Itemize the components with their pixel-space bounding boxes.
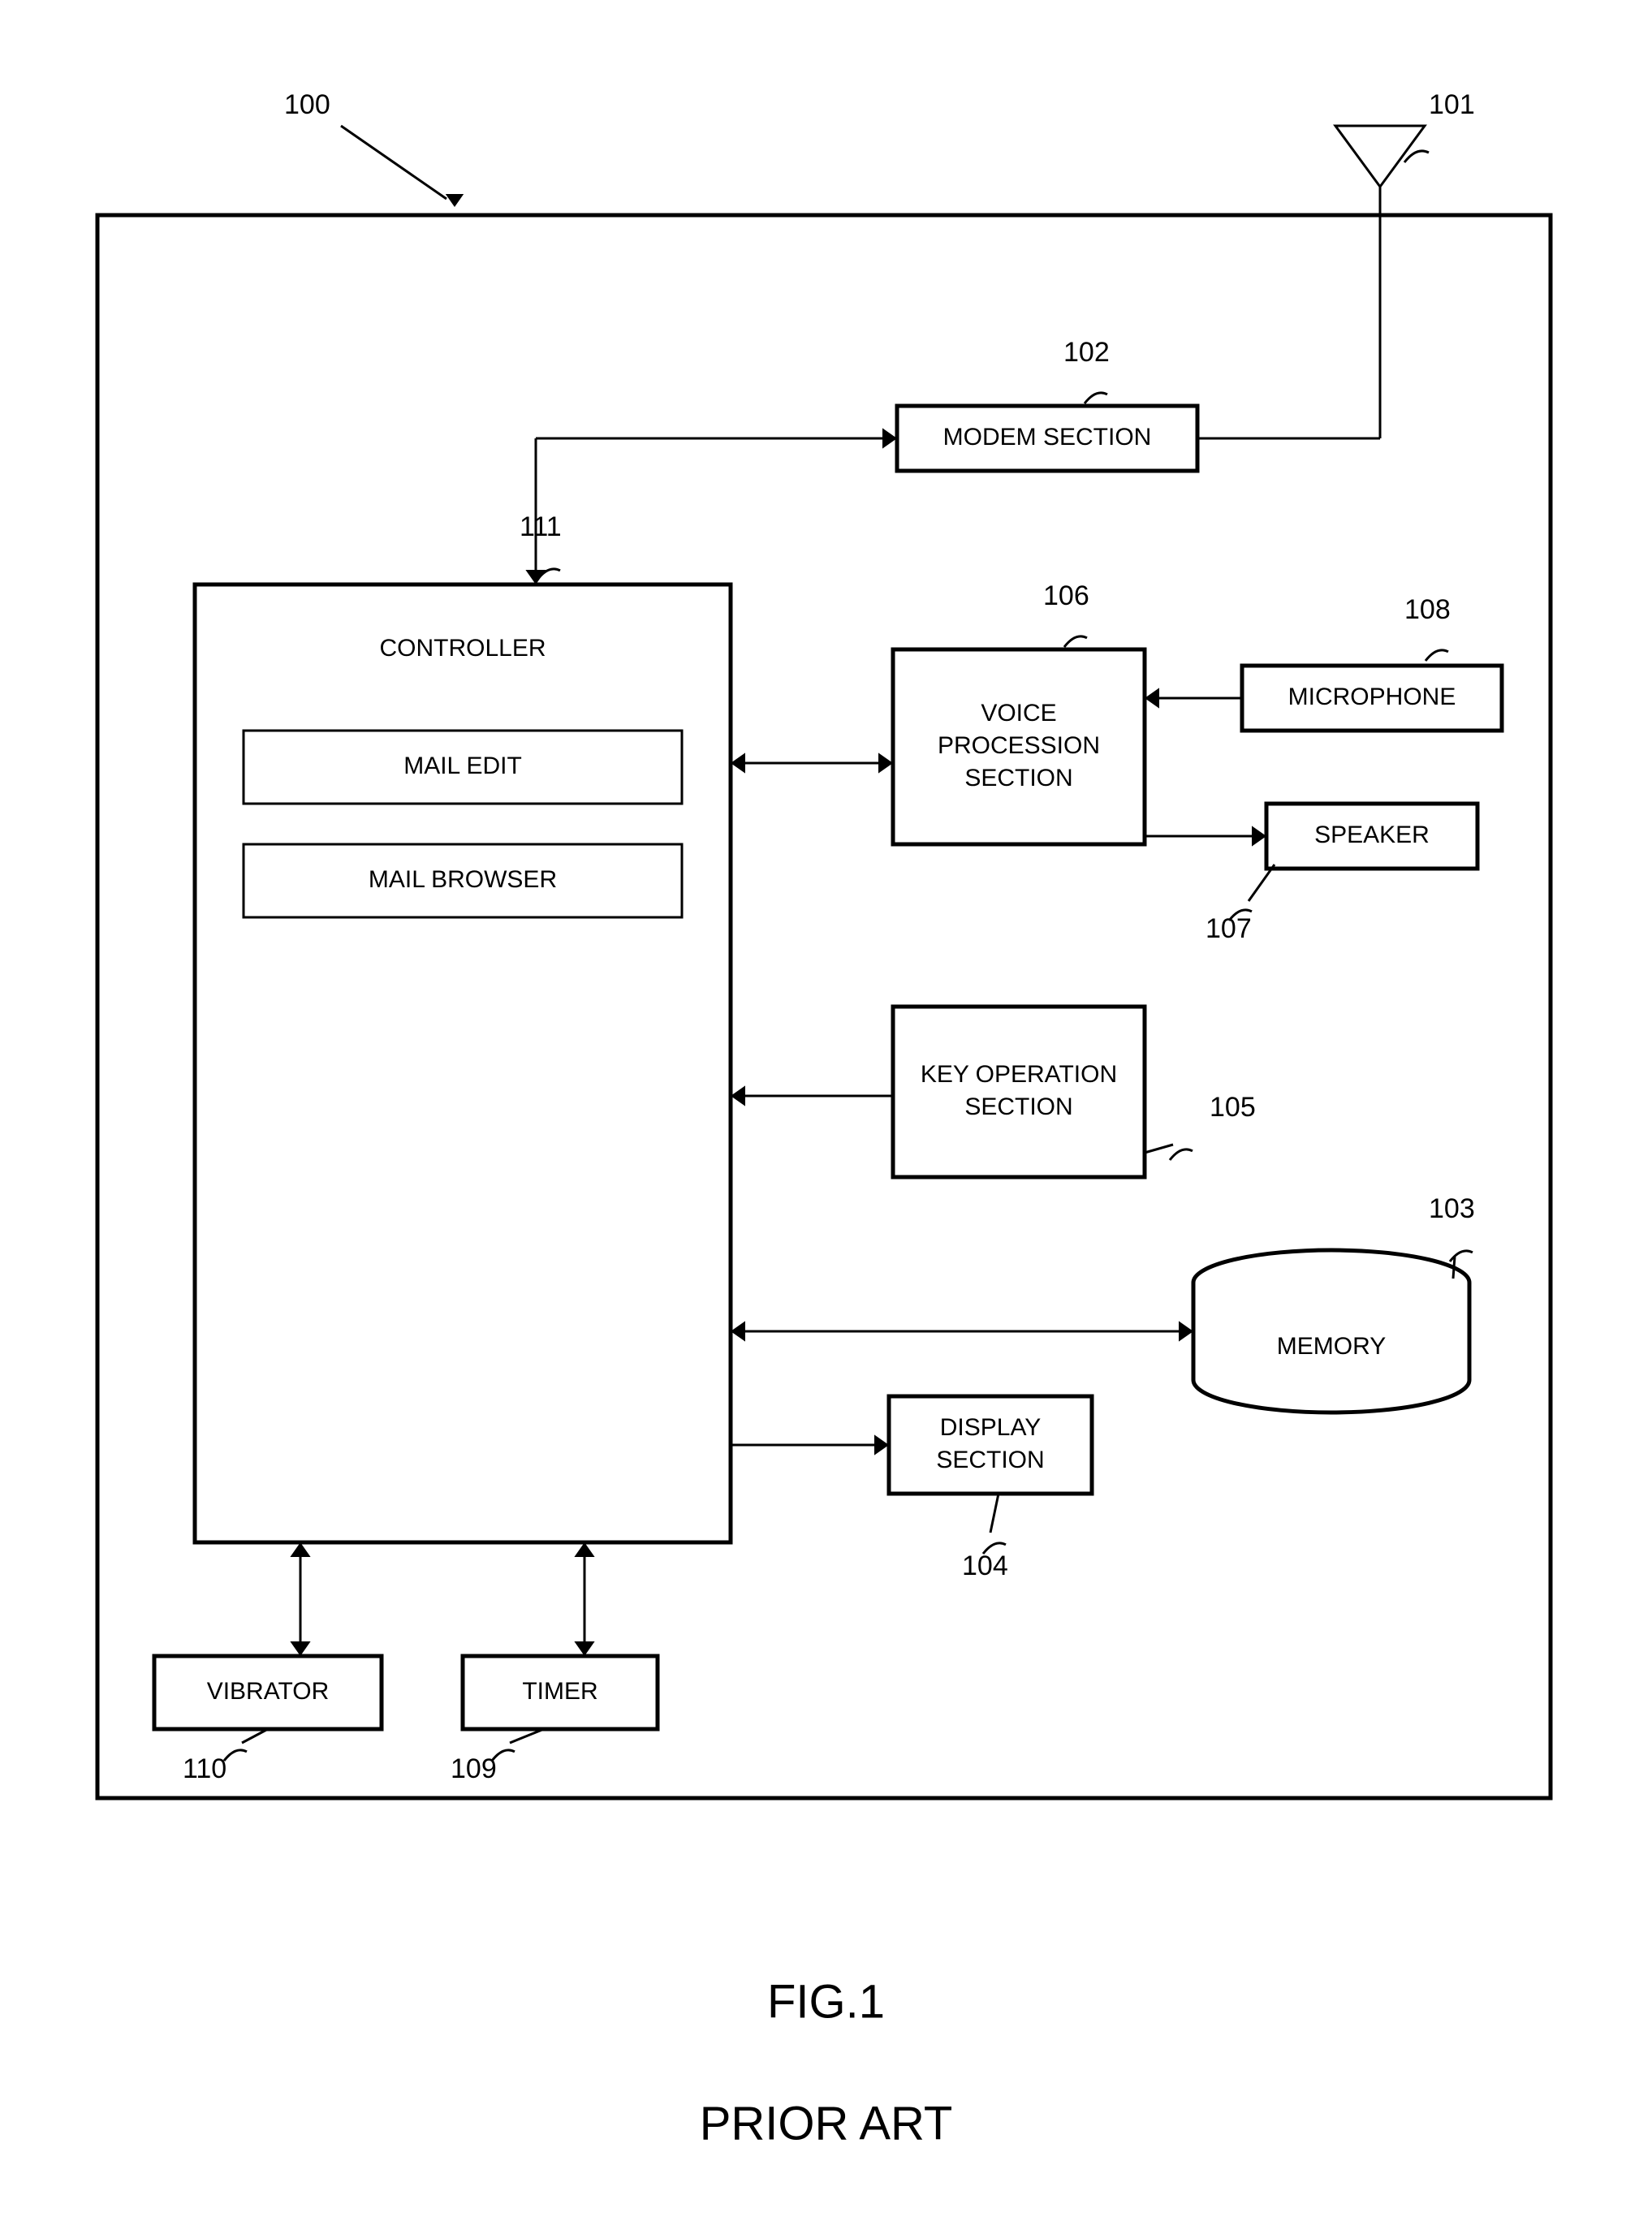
svg-text:108: 108 [1404,594,1451,625]
svg-text:CONTROLLER: CONTROLLER [379,635,546,662]
svg-text:VOICE: VOICE [981,700,1056,727]
svg-text:SPEAKER: SPEAKER [1314,822,1430,848]
svg-text:106: 106 [1043,580,1089,611]
svg-text:VIBRATOR: VIBRATOR [207,1678,330,1705]
svg-text:MICROPHONE: MICROPHONE [1288,684,1456,710]
svg-text:111: 111 [520,511,562,542]
svg-text:105: 105 [1210,1092,1256,1123]
svg-text:109: 109 [451,1753,497,1784]
svg-text:SECTION: SECTION [936,1447,1044,1473]
svg-text:104: 104 [962,1550,1008,1581]
block-diagram: 100 101 MODEM SECTION 102 CONTROLLER 111 MAIL … [0,0,1652,2234]
svg-text:107: 107 [1206,913,1252,944]
svg-text:MAIL EDIT: MAIL EDIT [403,753,522,779]
svg-text:KEY OPERATION: KEY OPERATION [921,1061,1117,1088]
svg-text:MAIL BROWSER: MAIL BROWSER [369,866,557,893]
svg-text:103: 103 [1429,1193,1475,1224]
svg-text:101: 101 [1429,89,1475,120]
svg-text:PROCESSION: PROCESSION [938,732,1100,759]
svg-text:PRIOR ART: PRIOR ART [700,2097,953,2150]
svg-text:TIMER: TIMER [522,1678,597,1705]
svg-text:DISPLAY: DISPLAY [940,1414,1042,1441]
svg-text:110: 110 [183,1753,226,1784]
svg-text:100: 100 [284,89,330,120]
svg-text:MODEM SECTION: MODEM SECTION [943,424,1152,451]
svg-text:MEMORY: MEMORY [1277,1333,1386,1360]
svg-text:SECTION: SECTION [964,1093,1072,1120]
svg-text:SECTION: SECTION [964,765,1072,791]
svg-text:102: 102 [1063,337,1110,368]
svg-text:FIG.1: FIG.1 [767,1975,885,2028]
